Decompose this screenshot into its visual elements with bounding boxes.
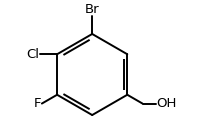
Text: Br: Br bbox=[85, 3, 99, 16]
Text: Cl: Cl bbox=[26, 48, 39, 61]
Text: F: F bbox=[34, 97, 41, 110]
Text: OH: OH bbox=[157, 97, 177, 110]
